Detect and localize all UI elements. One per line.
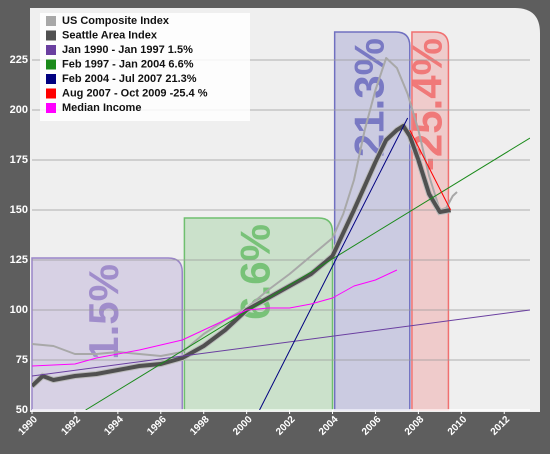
y-tick-label: 125 [10, 254, 28, 266]
series-line [32, 309, 530, 377]
legend: US Composite Index Seattle Area Index Jan … [40, 13, 250, 121]
legend-swatch [46, 74, 56, 84]
y-tick-label: 75 [16, 354, 28, 366]
legend-label: Median Income [62, 102, 141, 114]
region [333, 31, 411, 411]
legend-swatch [46, 45, 56, 55]
y-tick-label: 150 [10, 204, 28, 216]
legend-label: Aug 2007 - Oct 2009 -25.4 % [62, 87, 208, 99]
legend-label: Seattle Area Index [62, 29, 158, 41]
legend-swatch [46, 16, 56, 26]
region [411, 31, 450, 411]
legend-swatch [46, 103, 56, 113]
region-label: 21.3% [345, 38, 392, 157]
region [31, 257, 184, 411]
y-tick-label: 225 [10, 54, 28, 66]
legend-label: Feb 1997 - Jan 2004 6.6% [62, 58, 194, 70]
legend-label: Feb 2004 - Jul 2007 21.3% [62, 73, 197, 85]
legend-label: Jan 1990 - Jan 1997 1.5% [62, 44, 193, 56]
series-line [85, 137, 530, 410]
y-tick-label: 200 [10, 104, 28, 116]
series-line [32, 269, 398, 367]
y-tick-label: 100 [10, 304, 28, 316]
legend-swatch [46, 59, 56, 70]
region [183, 217, 334, 411]
y-tick-label: 50 [16, 404, 28, 416]
legend-label: US Composite Index [62, 15, 170, 27]
series-line [259, 117, 409, 410]
legend-box [40, 13, 250, 121]
y-tick-label: 175 [10, 154, 28, 166]
legend-swatch [46, 30, 56, 41]
legend-swatch [46, 88, 56, 99]
series-line [409, 129, 452, 211]
region-label: 1.5% [80, 264, 127, 360]
series-line [32, 57, 458, 357]
